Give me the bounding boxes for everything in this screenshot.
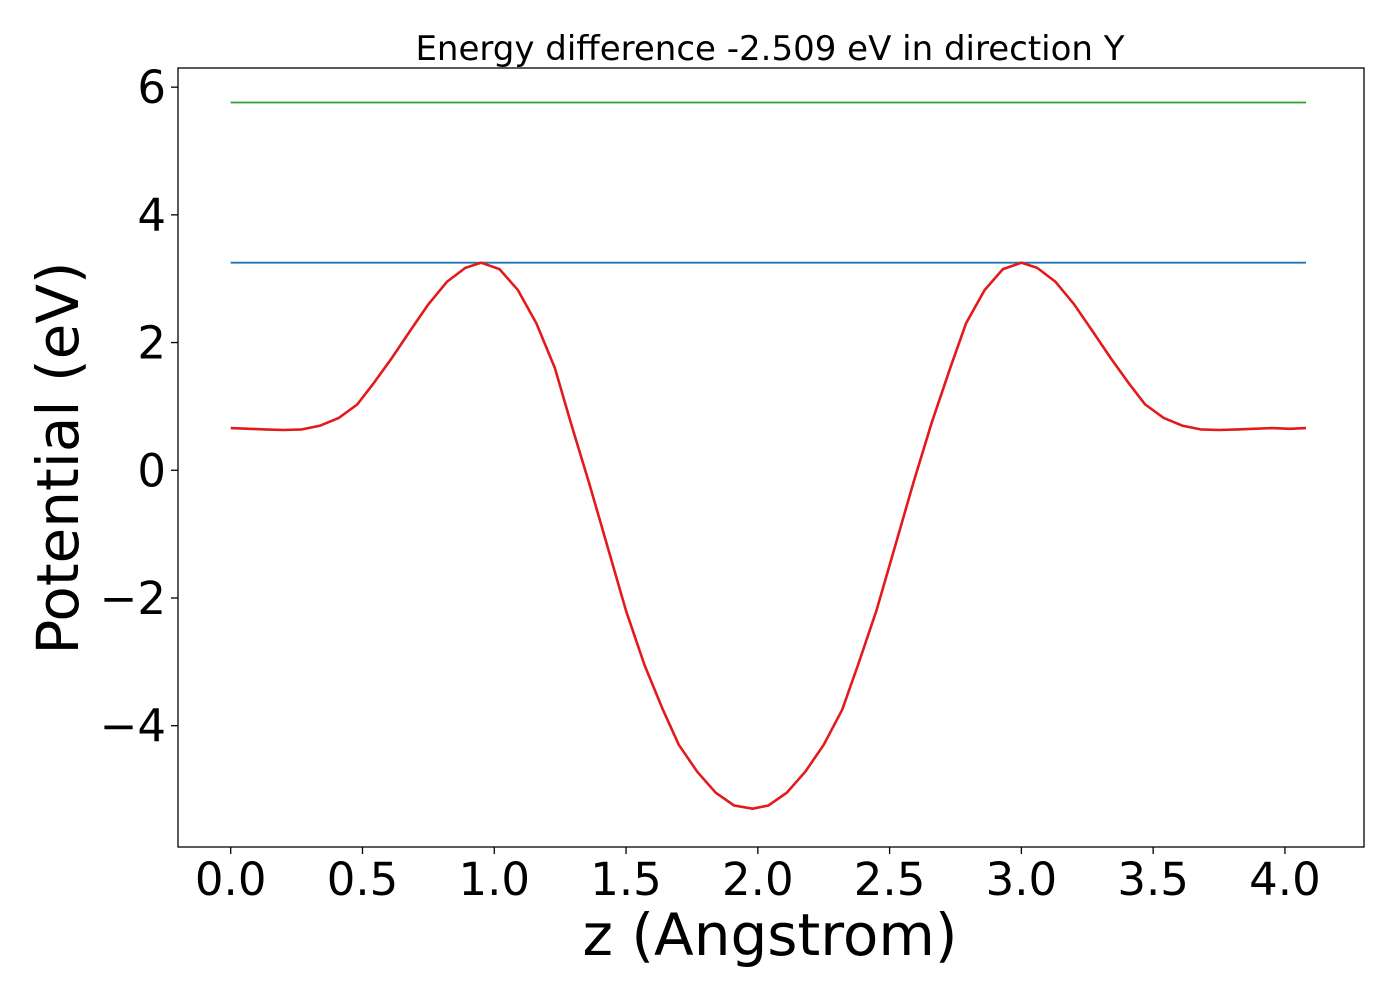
x-tick-label: 3.0: [986, 853, 1058, 906]
y-tick-label: 0: [137, 444, 166, 497]
x-tick-label: 2.5: [854, 853, 926, 906]
x-tick-label: 3.5: [1117, 853, 1189, 906]
y-tick-label: 4: [137, 189, 166, 242]
y-axis-ticks: −4 −2 0 2 4 6: [100, 61, 178, 753]
y-axis-label: Potential (eV): [24, 261, 92, 654]
plot-area-frame: [177, 67, 1365, 848]
x-axis-ticks: 0.0 0.5 1.0 1.5 2.0 2.5 3.0 3.5 4.0: [195, 847, 1321, 906]
y-tick-label: 2: [137, 317, 166, 370]
x-tick-label: 1.5: [590, 853, 662, 906]
series-line-red: [230, 261, 1307, 811]
y-tick-label: −2: [100, 572, 166, 625]
x-tick-label: 0.0: [195, 853, 267, 906]
x-tick-label: 1.0: [458, 853, 530, 906]
x-tick-label: 0.5: [327, 853, 399, 906]
y-tick-label: 6: [137, 61, 166, 114]
x-tick-label: 2.0: [722, 853, 794, 906]
chart-title: Energy difference -2.509 eV in direction…: [415, 29, 1124, 69]
y-tick-label: −4: [100, 700, 166, 753]
series-layer: [230, 101, 1307, 811]
x-axis-label: z (Angstrom): [583, 901, 958, 969]
x-tick-label: 4.0: [1249, 853, 1321, 906]
